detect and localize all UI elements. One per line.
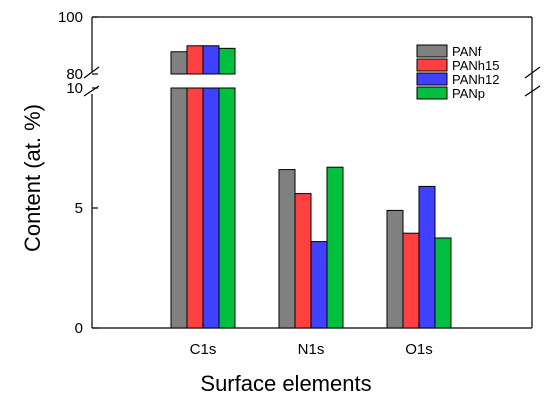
y-tick-label: 80	[66, 66, 83, 83]
axis-break-mark-right-lower	[524, 85, 541, 97]
x-axis-title: Surface elements	[200, 371, 371, 396]
bar	[278, 169, 296, 329]
y-tick-label: 100	[58, 9, 83, 26]
bar	[310, 241, 328, 329]
y-axis-title: Content (at. %)	[20, 104, 45, 252]
x-tick-label: N1s	[298, 341, 325, 358]
bar	[402, 232, 420, 329]
legend-swatch	[416, 58, 448, 72]
legend-label: PANf	[452, 44, 482, 59]
bar-segment-lower	[186, 87, 204, 329]
legend-swatch	[416, 72, 448, 86]
y-tick-label: 10	[66, 80, 83, 97]
bar	[418, 185, 436, 329]
y-tick-label: 5	[75, 200, 83, 217]
bar-segment-lower	[170, 87, 188, 329]
axis-break-mark-upper	[83, 66, 100, 79]
legend-label: PANh12	[452, 72, 499, 87]
bar	[326, 166, 344, 329]
bar-segment-upper	[186, 45, 204, 75]
bar-segment-lower	[202, 87, 220, 329]
axis-break-mark-right-upper	[524, 66, 541, 79]
bars-group	[170, 45, 452, 329]
bar	[294, 193, 312, 329]
legend-label: PANh15	[452, 58, 499, 73]
bar-segment-upper	[202, 45, 220, 75]
x-tick-label: C1s	[190, 341, 217, 358]
bar-segment-lower	[218, 87, 236, 329]
plot-frame	[83, 16, 541, 329]
legend-swatch	[416, 86, 448, 100]
bar-segment-upper	[218, 47, 236, 75]
bar-segment-upper	[170, 51, 188, 75]
y-tick-label: 0	[75, 320, 83, 337]
bar	[434, 237, 452, 329]
legend-label: PANp	[452, 86, 485, 101]
legend-swatch	[416, 44, 448, 58]
x-tick-label: O1s	[405, 341, 433, 358]
bar	[386, 209, 404, 329]
